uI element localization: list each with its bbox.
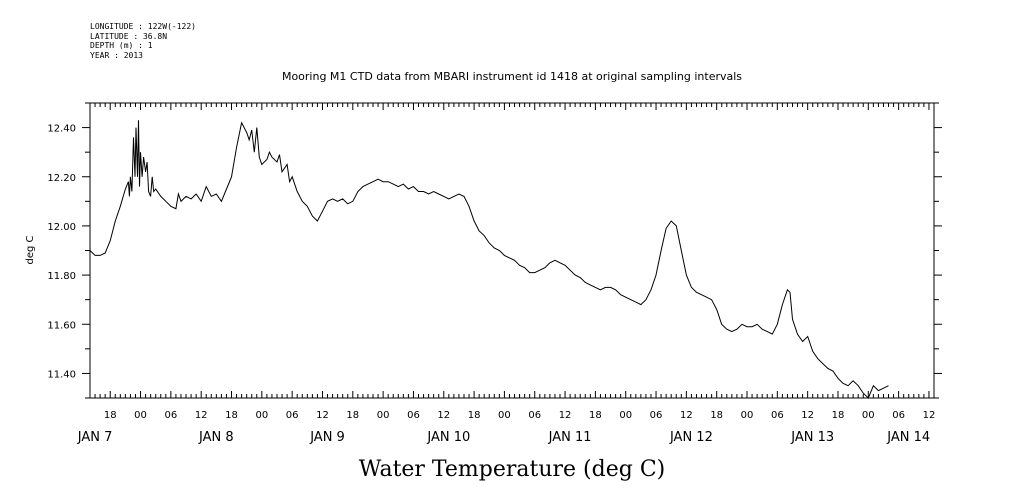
- day-label: JAN 11: [548, 430, 592, 445]
- x-tick-label: 12: [437, 410, 450, 421]
- day-label: JAN 10: [426, 430, 470, 445]
- y-tick-label: 11.80: [47, 271, 76, 282]
- x-tick-label: 18: [589, 410, 602, 421]
- plot-frame: [89, 102, 935, 399]
- x-axis-label: Water Temperature (deg C): [359, 457, 666, 482]
- x-tick-label: 12: [923, 410, 936, 421]
- x-tick-label: 00: [862, 410, 875, 421]
- x-tick-label: 06: [771, 410, 784, 421]
- x-tick-label: 18: [468, 410, 481, 421]
- x-tick-label: 00: [498, 410, 511, 421]
- day-label: JAN 9: [309, 430, 345, 445]
- y-axis-label: deg C: [25, 235, 36, 264]
- x-tick-label: 00: [255, 410, 268, 421]
- x-tick-label: 18: [346, 410, 359, 421]
- x-tick-label: 12: [316, 410, 329, 421]
- x-tick-label: 12: [195, 410, 208, 421]
- x-tick-label: 00: [619, 410, 632, 421]
- y-tick-label: 12.40: [47, 124, 76, 135]
- metadata-block: LONGITUDE : 122W(-122) LATITUDE : 36.8N …: [90, 22, 196, 60]
- y-tick-label: 11.60: [47, 320, 76, 331]
- day-label: JAN 7: [77, 430, 113, 445]
- longitude-label: LONGITUDE : 122W(-122): [90, 22, 196, 31]
- day-label: JAN 14: [886, 430, 930, 445]
- y-tick-labels: 11.40 11.60 11.80 12.00 12.20 12.40: [47, 124, 76, 381]
- axis-ticks: [82, 102, 942, 399]
- chart-title: Mooring M1 CTD data from MBARI instrumen…: [282, 70, 742, 83]
- year-label: YEAR : 2013: [90, 50, 143, 60]
- y-tick-label: 12.20: [47, 173, 76, 184]
- day-label: JAN 13: [790, 430, 834, 445]
- x-tick-label: 00: [134, 410, 147, 421]
- x-tick-label: 18: [104, 410, 117, 421]
- x-tick-label: 06: [407, 410, 420, 421]
- x-tick-label: 18: [225, 410, 238, 421]
- temperature-series-line: [89, 120, 889, 399]
- depth-label: DEPTH (m) : 1: [90, 41, 153, 50]
- x-tick-label: 18: [710, 410, 723, 421]
- x-tick-label: 06: [164, 410, 177, 421]
- x-tick-label: 00: [377, 410, 390, 421]
- day-labels: JAN 7 JAN 8 JAN 9 JAN 10 JAN 11 JAN 12 JAN 13 J…: [77, 430, 930, 445]
- x-tick-label: 06: [528, 410, 541, 421]
- x-tick-label: 12: [801, 410, 814, 421]
- x-tick-label: 18: [832, 410, 845, 421]
- x-tick-label: 06: [650, 410, 663, 421]
- day-label: JAN 12: [669, 430, 713, 445]
- day-label: JAN 8: [198, 430, 234, 445]
- x-tick-label: 12: [680, 410, 693, 421]
- x-tick-label: 06: [892, 410, 905, 421]
- latitude-label: LATITUDE : 36.8N: [90, 31, 168, 41]
- x-tick-label: 06: [286, 410, 299, 421]
- y-tick-label: 12.00: [47, 222, 76, 233]
- x-tick-label: 12: [559, 410, 572, 421]
- x-tick-label: 00: [741, 410, 754, 421]
- y-tick-label: 11.40: [47, 369, 76, 380]
- x-tick-labels: 18 00 06 12 18 00 06 12 18 00 06 12 18 00 06 12 18 00 06 12…: [104, 410, 935, 421]
